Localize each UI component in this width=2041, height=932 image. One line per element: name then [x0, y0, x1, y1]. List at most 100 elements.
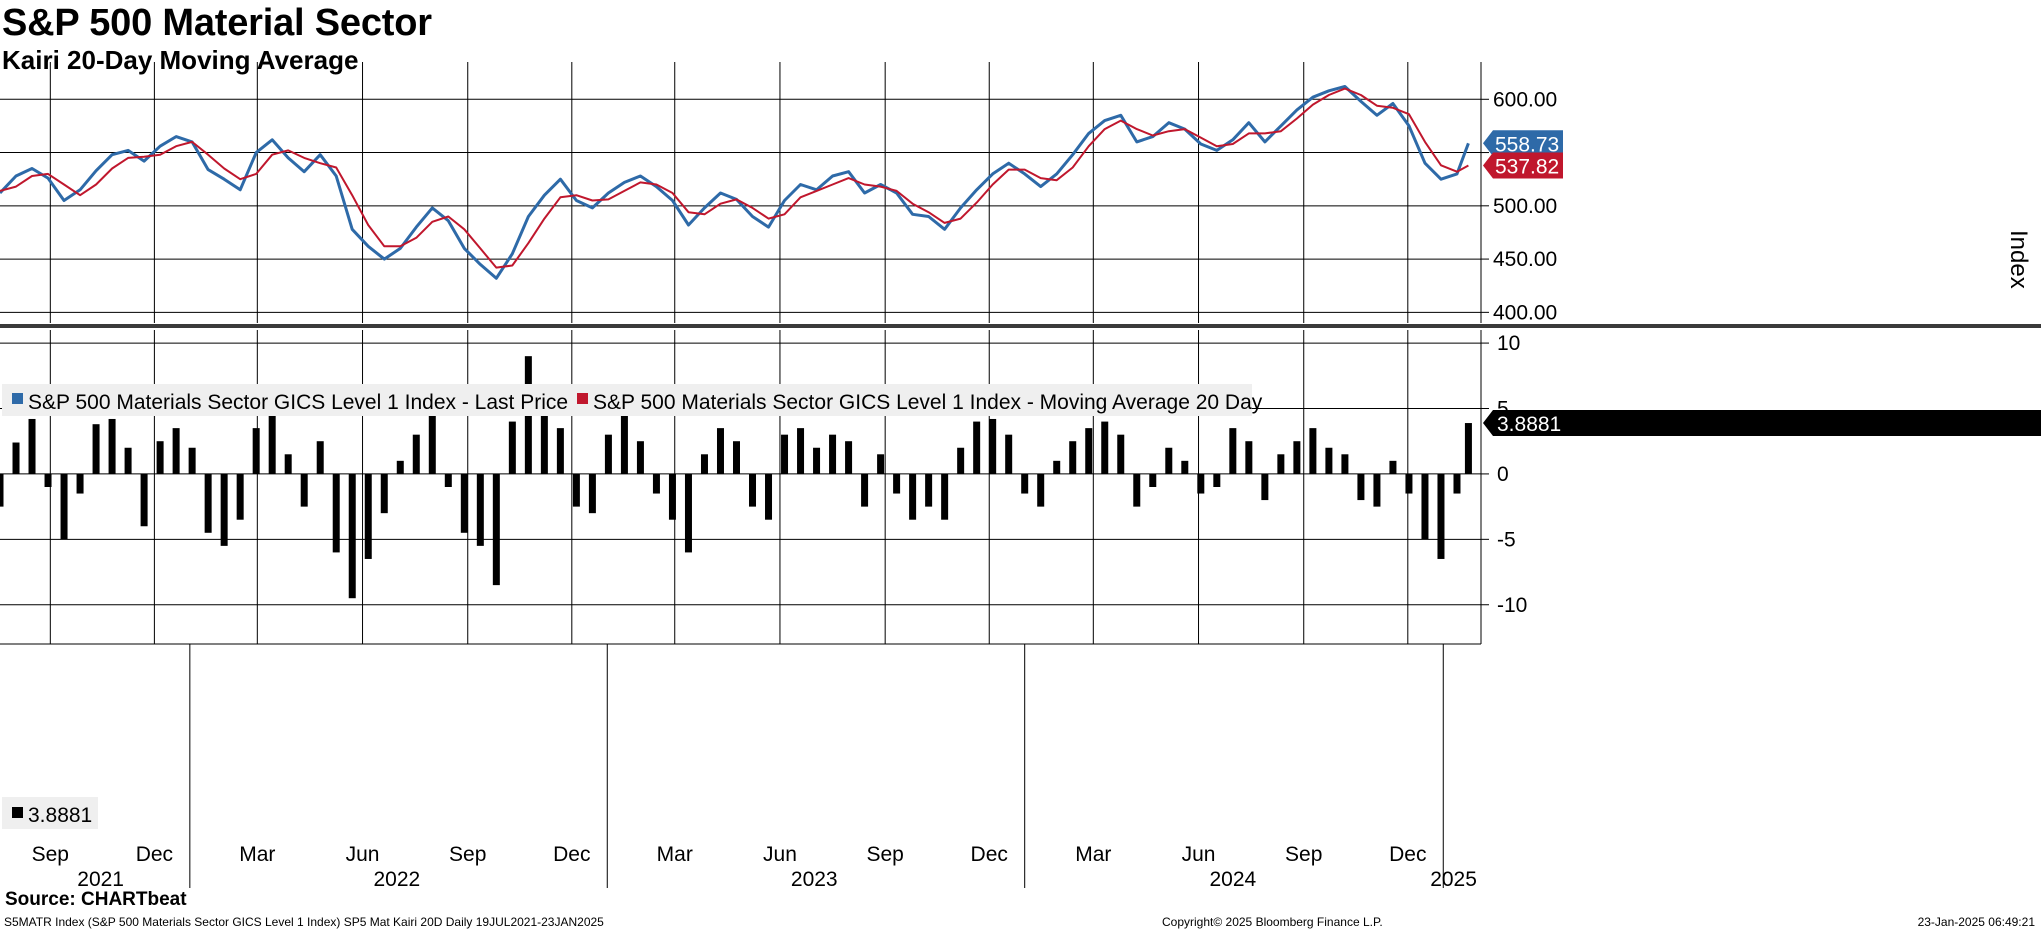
bottom-ytick-label: 0 [1497, 463, 1509, 486]
kairi-bar [684, 473, 692, 553]
kairi-bar [492, 473, 500, 586]
kairi-bar [1464, 423, 1472, 474]
legend-price-swatch [12, 393, 23, 404]
kairi-bar [1437, 473, 1445, 559]
top-ytick-label: 450.00 [1493, 248, 1557, 271]
kairi-bar [1229, 428, 1237, 474]
bottom-ytick-label: 5 [1497, 398, 1509, 421]
kairi-bar [749, 473, 757, 507]
kairi-bar [1421, 473, 1429, 540]
x-month-label: Mar [1075, 843, 1111, 866]
kairi-bar [732, 441, 740, 474]
footer-copyright: Copyright© 2025 Bloomberg Finance L.P. [1162, 915, 1383, 929]
kairi-bar [92, 424, 100, 474]
x-month-label: Dec [553, 843, 590, 866]
x-month-label: Dec [136, 843, 173, 866]
kairi-bar [508, 421, 516, 474]
kairi-bar [1325, 447, 1333, 474]
kairi-bar [60, 473, 68, 540]
legend-ma-label: S&P 500 Materials Sector GICS Level 1 In… [593, 391, 1263, 414]
legend-kairi-swatch [12, 807, 23, 818]
bottom-ytick-label: -5 [1497, 528, 1516, 551]
panel-separator [0, 324, 2041, 328]
kairi-bar [1373, 473, 1381, 507]
x-month-label: Sep [1285, 843, 1322, 866]
kairi-bar [1005, 434, 1013, 474]
top-ytick-label: 400.00 [1493, 301, 1557, 324]
ma20-series-line [0, 87, 1469, 269]
kairi-bar [588, 473, 596, 514]
kairi-bar [1085, 428, 1093, 474]
kairi-bar [941, 473, 949, 520]
kairi-bar [1053, 460, 1061, 474]
x-month-label: Mar [239, 843, 275, 866]
kairi-bar [1117, 434, 1125, 474]
bottom-ytick-label: 10 [1497, 332, 1520, 355]
kairi-bar [797, 428, 805, 474]
source-note: Source: CHARTbeat [5, 889, 187, 910]
bottom-ytick-label: -10 [1497, 594, 1527, 617]
kairi-bar [172, 428, 180, 474]
x-year-label: 2025 [1430, 868, 1477, 891]
legend-kairi-label: 3.8881 [28, 804, 92, 827]
kairi-bar [460, 473, 468, 533]
x-year-label: 2022 [373, 868, 420, 891]
kairi-bar [989, 418, 997, 474]
x-year-label: 2024 [1209, 868, 1256, 891]
x-month-label: Dec [1389, 843, 1426, 866]
kairi-bar [1181, 460, 1189, 474]
kairi-bar [1165, 447, 1173, 474]
kairi-bar [604, 434, 612, 474]
kairi-bar [28, 418, 36, 474]
kairi-bar [1389, 460, 1397, 474]
kairi-bar [300, 473, 308, 507]
kairi-bar [1341, 454, 1349, 474]
chart-subtitle: Kairi 20-Day Moving Average [2, 45, 359, 75]
kairi-bar [572, 473, 580, 507]
kairi-bar [781, 434, 789, 474]
kairi-bar [893, 473, 901, 494]
x-year-label: 2021 [77, 868, 124, 891]
kairi-bar [412, 434, 420, 474]
kairi-bar [620, 415, 628, 474]
kairi-bar [1133, 473, 1141, 507]
kairi-bar [188, 447, 196, 474]
x-month-label: Sep [32, 843, 69, 866]
kairi-bar [925, 473, 933, 507]
kairi-bar [1405, 473, 1413, 494]
kairi-last-value-tag: 3.8881 [1497, 413, 1561, 436]
price-last-value-tag: 558.73 [1495, 133, 1559, 156]
x-month-label: Jun [1182, 843, 1216, 866]
kairi-bar [1149, 473, 1157, 487]
kairi-bar [44, 473, 52, 487]
kairi-bar [252, 428, 260, 474]
kairi-bar [476, 473, 484, 546]
x-month-label: Dec [971, 843, 1008, 866]
kairi-bar [1357, 473, 1365, 501]
top-ytick-label: 500.00 [1493, 195, 1557, 218]
x-year-label: 2023 [791, 868, 838, 891]
kairi-bar [668, 473, 676, 520]
kairi-bar [1037, 473, 1045, 507]
kairi-bar [556, 428, 564, 474]
kairi-bar [813, 447, 821, 474]
x-month-label: Sep [449, 843, 486, 866]
kairi-bar [140, 473, 148, 527]
kairi-bar [316, 441, 324, 474]
kairi-bar [444, 473, 452, 487]
kairi-bar [1213, 473, 1221, 487]
kairi-bar [909, 473, 917, 520]
kairi-bar [364, 473, 372, 559]
x-month-label: Mar [657, 843, 693, 866]
kairi-last-value-tag-bg [1483, 410, 2041, 437]
kairi-bar [428, 401, 436, 474]
kairi-bar [765, 473, 773, 520]
x-month-label: Sep [866, 843, 903, 866]
ma-last-value-tag-bg [1483, 152, 1563, 179]
footer-timestamp: 23-Jan-2025 06:49:21 [1917, 915, 2035, 929]
kairi-bar [957, 447, 965, 474]
kairi-bar [1277, 454, 1285, 474]
kairi-bar [124, 447, 132, 474]
kairi-bar [268, 392, 276, 474]
